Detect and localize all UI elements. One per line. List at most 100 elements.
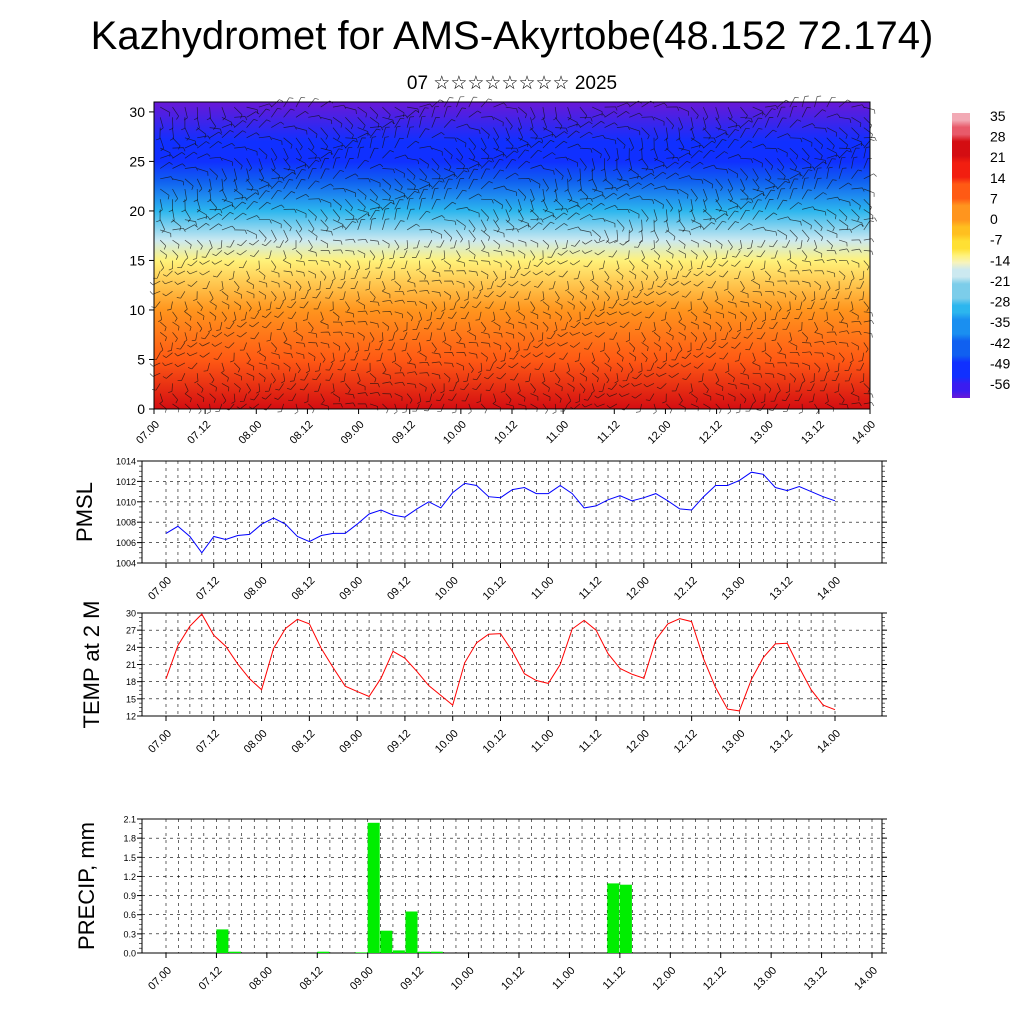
x-tick-label: 10.12 [481,728,509,756]
precip-bar [317,951,330,953]
precip-ylabel: PRECIP, mm [74,822,99,950]
y-tick-label: 1012 [116,477,136,487]
pmsl-series-line [165,471,836,554]
x-tick-label: 12.00 [650,965,678,993]
temp-points [165,614,836,711]
precip-bar [392,950,405,953]
precip-bar [229,951,241,953]
x-tick-label: 12.00 [646,419,674,447]
x-tick-label: 07.12 [185,419,213,447]
x-tick-label: 07.12 [194,728,222,756]
x-tick-label: 12.12 [701,965,729,993]
x-tick-label: 09.12 [385,575,413,603]
x-tick-label: 08.00 [242,728,270,756]
x-tick-label: 12.12 [672,728,700,756]
y-tick-label: 30 [129,104,145,120]
x-tick-label: 07.00 [146,575,174,603]
x-tick-label: 07.00 [134,419,162,447]
x-tick-label: 08.12 [288,419,316,447]
colorbar-label: -49 [990,355,1010,371]
x-tick-label: 13.12 [767,728,795,756]
colorbar-label: 7 [990,190,998,206]
y-tick-label: 12 [126,712,136,722]
pmsl-ylabel: PMSL [72,482,97,542]
x-tick-label: 07.00 [146,728,174,756]
pmsl-grid [142,460,882,564]
colorbar-label: 21 [990,149,1006,165]
colorbar-label: -56 [990,376,1010,392]
temp-grid [142,612,882,717]
x-tick-label: 11.00 [550,965,577,992]
x-tick-label: 10.12 [499,965,527,993]
x-tick-label: 10.12 [492,419,520,447]
pmsl-points [165,472,836,553]
y-tick-label: 1014 [116,457,136,467]
x-tick-label: 11.12 [577,575,604,602]
x-tick-label: 14.00 [850,419,878,447]
x-tick-label: 09.12 [390,419,418,447]
x-tick-label: 10.12 [481,575,509,603]
colorbar-label: -14 [990,252,1010,268]
x-tick-label: 11.12 [577,728,604,755]
y-tick-label: 20 [129,203,145,219]
colorbar-label: -42 [990,335,1010,351]
x-tick-label: 08.12 [290,728,318,756]
x-tick-label: 14.00 [852,965,880,993]
y-tick-label: 2.1 [123,815,136,825]
x-tick-label: 13.00 [748,419,776,447]
colorbar-label: -21 [990,273,1010,289]
y-tick-label: 0.3 [123,929,136,939]
y-tick-label: 24 [126,643,136,653]
x-tick-label: 14.00 [815,728,843,756]
y-tick-label: 0.0 [123,949,136,959]
temp-frame [141,612,883,717]
x-tick-label: 13.00 [720,728,748,756]
colorbar-label: -28 [990,294,1010,310]
y-tick-label: 1004 [116,559,136,569]
x-tick-label: 11.00 [544,419,571,446]
chart-title: Kazhydromet for AMS-Akyrtobe(48.152 72.1… [90,14,934,58]
precip-bar [418,951,431,953]
x-tick-label: 09.00 [348,965,376,993]
precip-bar [430,951,443,953]
precip-grid [142,818,882,954]
x-tick-label: 07.00 [146,965,174,993]
x-tick-label: 13.12 [802,965,830,993]
x-tick-label: 11.00 [529,728,556,755]
x-tick-label: 11.12 [601,965,628,992]
colorbar-label: 35 [990,108,1006,124]
y-tick-label: 15 [126,694,136,704]
y-tick-label: 1006 [116,538,136,548]
x-tick-label: 11.00 [529,575,556,602]
x-tick-label: 09.12 [398,965,426,993]
x-tick-label: 08.00 [247,965,275,993]
x-tick-label: 08.00 [242,575,270,603]
x-tick-label: 10.00 [433,728,461,756]
heatmap-y-ticks: 0 5 10 15 20 25 30 [129,104,154,417]
colorbar-label: -7 [990,232,1003,248]
colorbar [952,113,970,398]
x-tick-label: 08.12 [297,965,325,993]
precip-bar [405,911,418,953]
precip-bar [380,930,393,953]
x-tick-label: 09.12 [385,728,413,756]
colorbar-label: 0 [990,211,998,227]
y-tick-label: 5 [137,351,145,367]
y-tick-label: 1008 [116,518,136,528]
x-tick-label: 07.12 [194,575,222,603]
pmsl-frame [141,460,883,564]
x-tick-label: 13.12 [799,419,827,447]
x-tick-label: 08.00 [236,419,264,447]
y-tick-label: 1.5 [123,853,136,863]
y-tick-label: 1.8 [123,834,136,844]
x-tick-label: 08.12 [290,575,318,603]
y-tick-label: 0.6 [123,910,136,920]
x-tick-label: 14.00 [815,575,843,603]
x-tick-label: 07.12 [197,965,225,993]
precip-bar [607,883,620,953]
x-tick-label: 13.00 [720,575,748,603]
x-tick-label: 13.00 [751,965,779,993]
x-tick-label: 10.00 [449,965,477,993]
